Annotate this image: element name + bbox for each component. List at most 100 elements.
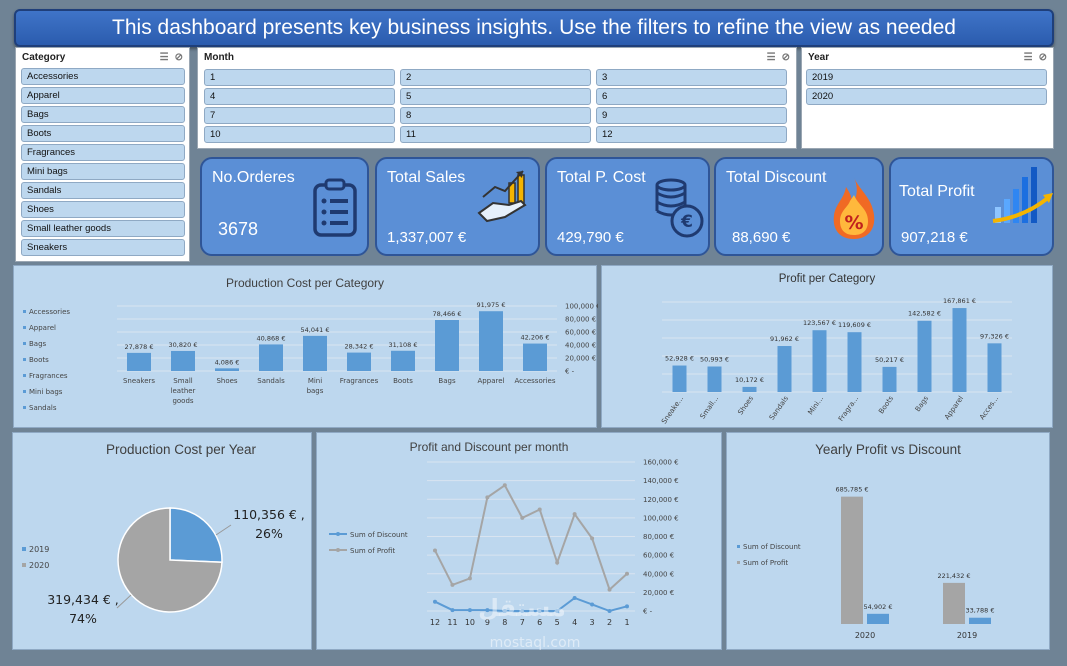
data-point bbox=[502, 483, 507, 488]
data-point bbox=[590, 536, 595, 541]
category-item-sandals[interactable]: Sandals bbox=[21, 182, 185, 199]
data-label: 97,326 € bbox=[980, 332, 1009, 340]
watermark-latin: mostaql.com bbox=[490, 635, 581, 651]
bar bbox=[479, 311, 503, 371]
kpi-title: Total Discount bbox=[726, 169, 827, 186]
month-item-9[interactable]: 9 bbox=[596, 107, 787, 124]
x-tick-label: Shoes bbox=[216, 377, 237, 385]
month-slicer: Month ☰ ⊘ 1 2 3 4 5 6 7 8 9 10 11 12 bbox=[197, 47, 797, 149]
series-line bbox=[434, 483, 628, 592]
multi-select-icon[interactable]: ☰ bbox=[766, 51, 776, 63]
bar bbox=[917, 320, 932, 392]
month-item-11[interactable]: 11 bbox=[400, 126, 591, 143]
data-label: 54,041 € bbox=[301, 326, 330, 334]
y-tick-label: 140,000 € bbox=[643, 477, 679, 485]
pie-slice bbox=[169, 507, 223, 563]
watermark-arabic: مستقل bbox=[478, 594, 566, 622]
category-item-accessories[interactable]: Accessories bbox=[21, 68, 185, 85]
x-tick-label: 2 bbox=[607, 618, 612, 627]
month-item-12[interactable]: 12 bbox=[596, 126, 787, 143]
kpi-value: 907,218 € bbox=[901, 229, 968, 246]
category-item-fragrances[interactable]: Fragrances bbox=[21, 144, 185, 161]
month-item-8[interactable]: 8 bbox=[400, 107, 591, 124]
kpi-production-cost: Total P. Cost 429,790 € € bbox=[545, 157, 710, 256]
kpi-title: Total Profit bbox=[899, 183, 975, 200]
category-item-shoes[interactable]: Shoes bbox=[21, 201, 185, 218]
legend-entry: Sum of Profit bbox=[350, 547, 395, 555]
month-item-3[interactable]: 3 bbox=[596, 69, 787, 86]
x-tick-label: 10 bbox=[465, 618, 475, 627]
svg-text:€: € bbox=[680, 212, 693, 232]
discount-flame-icon: % bbox=[833, 177, 875, 239]
category-item-small-leather-goods[interactable]: Small leather goods bbox=[21, 220, 185, 237]
month-item-1[interactable]: 1 bbox=[204, 69, 395, 86]
clear-filter-icon[interactable]: ⊘ bbox=[174, 51, 183, 63]
clear-filter-icon[interactable]: ⊘ bbox=[781, 51, 790, 63]
x-tick-label: 12 bbox=[430, 618, 440, 627]
month-item-10[interactable]: 10 bbox=[204, 126, 395, 143]
profit-bars: 52,928 € Sneake... 50,993 € Small... 10,172 … bbox=[660, 297, 1012, 426]
x-tick-label: Sandals bbox=[257, 377, 285, 385]
legend-entry: 2019 bbox=[29, 545, 49, 554]
bar bbox=[882, 366, 897, 392]
data-point bbox=[485, 608, 490, 613]
month-item-7[interactable]: 7 bbox=[204, 107, 395, 124]
multi-select-icon[interactable]: ☰ bbox=[1023, 51, 1033, 63]
category-item-sneakers[interactable]: Sneakers bbox=[21, 239, 185, 256]
x-tick-label: Fragra... bbox=[837, 395, 860, 423]
legend-swatch bbox=[737, 561, 740, 564]
data-point bbox=[520, 515, 525, 520]
data-point bbox=[433, 599, 437, 604]
x-tick-label: Apparel bbox=[943, 395, 965, 422]
y-tick-label: 60,000 € bbox=[565, 329, 596, 337]
bar bbox=[303, 335, 327, 371]
x-tick-label: Apparel bbox=[478, 377, 505, 385]
chart-title: Profit per Category bbox=[778, 273, 876, 285]
month-item-5[interactable]: 5 bbox=[400, 88, 591, 105]
legend-entry: Bags bbox=[29, 340, 47, 348]
data-point bbox=[467, 608, 472, 613]
leader-line bbox=[116, 594, 132, 609]
kpi-value: 3678 bbox=[218, 219, 259, 239]
x-tick-label: Boots bbox=[877, 394, 895, 415]
data-label: 78,466 € bbox=[433, 310, 462, 318]
bar bbox=[347, 352, 371, 371]
y-tick-label: 160,000 € bbox=[643, 459, 679, 467]
clear-filter-icon[interactable]: ⊘ bbox=[1038, 51, 1047, 63]
x-tick-label: 2020 bbox=[855, 631, 875, 640]
data-label: 142,582 € bbox=[908, 310, 941, 318]
production-cost-bars: 100,000 € 80,000 € 60,000 € 40,000 € 20,000 … bbox=[23, 301, 598, 412]
year-item-2019[interactable]: 2019 bbox=[806, 69, 1047, 86]
data-point bbox=[450, 608, 455, 613]
category-item-boots[interactable]: Boots bbox=[21, 125, 185, 142]
year-slicer: Year ☰ ⊘ 2019 2020 bbox=[801, 47, 1054, 149]
month-item-6[interactable]: 6 bbox=[596, 88, 787, 105]
data-label: 4,086 € bbox=[215, 358, 240, 366]
x-tick-label: 2019 bbox=[957, 631, 977, 640]
x-tick-label: 4 bbox=[572, 618, 577, 627]
data-label: 10,172 € bbox=[735, 376, 764, 384]
category-item-mini-bags[interactable]: Mini bags bbox=[21, 163, 185, 180]
data-label: 26% bbox=[255, 526, 283, 541]
kpi-sales: Total Sales 1,337,007 € bbox=[375, 157, 540, 256]
category-item-apparel[interactable]: Apparel bbox=[21, 87, 185, 104]
data-label: 54,902 € bbox=[864, 603, 893, 611]
category-item-bags[interactable]: Bags bbox=[21, 106, 185, 123]
chart-title: Profit and Discount per month bbox=[409, 440, 569, 454]
legend-swatch bbox=[23, 390, 26, 393]
year-item-2020[interactable]: 2020 bbox=[806, 88, 1047, 105]
chart-title: Production Cost per Category bbox=[225, 276, 385, 290]
multi-select-icon[interactable]: ☰ bbox=[159, 51, 169, 63]
month-item-4[interactable]: 4 bbox=[204, 88, 395, 105]
y-tick-label: 80,000 € bbox=[643, 533, 674, 541]
data-label: 91,975 € bbox=[477, 301, 506, 309]
legend-entry: Sum of Discount bbox=[743, 543, 801, 551]
bar bbox=[847, 332, 862, 392]
coins-icon: € bbox=[655, 178, 704, 238]
y-tick-label: 100,000 € bbox=[643, 514, 679, 522]
x-tick-label: bags bbox=[307, 387, 324, 395]
data-label: 91,962 € bbox=[770, 335, 799, 343]
month-item-2[interactable]: 2 bbox=[400, 69, 591, 86]
legend-entry: Accessories bbox=[29, 308, 70, 316]
legend-swatch bbox=[23, 406, 26, 409]
